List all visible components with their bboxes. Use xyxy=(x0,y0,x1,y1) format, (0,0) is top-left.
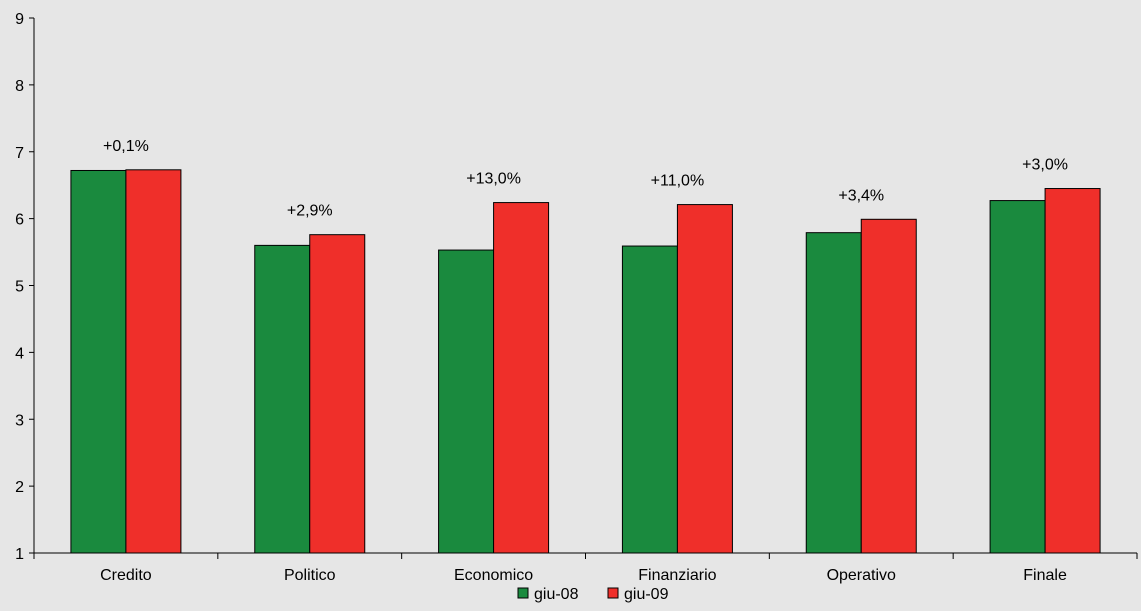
bar-giu-09-finanziario xyxy=(676,204,733,554)
bar-giu-09-economico xyxy=(493,202,550,554)
change-annotation: +13,0% xyxy=(466,171,521,188)
y-tick-label: 9 xyxy=(15,11,24,28)
bar-giu-08-finale xyxy=(989,200,1046,554)
x-tick-label: Politico xyxy=(284,567,336,584)
bar-giu-09-politico xyxy=(309,234,366,554)
y-tick-label: 3 xyxy=(15,412,24,429)
y-tick-label: 6 xyxy=(15,212,24,229)
legend-swatch xyxy=(517,587,529,599)
bar-giu-09-operativo xyxy=(860,218,917,554)
bar-giu-08-politico xyxy=(254,244,311,554)
change-annotation: +3,0% xyxy=(1022,157,1068,174)
legend-swatch xyxy=(607,587,619,599)
y-tick-label: 8 xyxy=(15,78,24,95)
legend-label: giu-08 xyxy=(534,586,579,603)
x-tick-label: Finanziario xyxy=(638,567,716,584)
change-annotation: +2,9% xyxy=(287,203,333,220)
bar-giu-09-finale xyxy=(1044,188,1101,554)
legend-label: giu-09 xyxy=(624,586,669,603)
change-annotation: +0,1% xyxy=(103,138,149,155)
x-tick-label: Economico xyxy=(454,567,533,584)
y-tick-label: 7 xyxy=(15,145,24,162)
bar-giu-08-credito xyxy=(70,169,127,554)
y-tick-label: 2 xyxy=(15,479,24,496)
bar-giu-08-finanziario xyxy=(621,245,678,554)
y-tick-label: 5 xyxy=(15,279,24,296)
bar-giu-08-economico xyxy=(438,249,495,554)
x-tick-label: Finale xyxy=(1023,567,1067,584)
x-tick-label: Operativo xyxy=(827,567,896,584)
change-annotation: +11,0% xyxy=(651,173,705,190)
y-tick-label: 1 xyxy=(15,546,24,563)
y-tick-label: 4 xyxy=(15,345,24,362)
bar-giu-08-operativo xyxy=(805,232,862,554)
x-tick-label: Credito xyxy=(100,567,152,584)
change-annotation: +3,4% xyxy=(838,187,884,204)
bar-giu-09-credito xyxy=(125,169,182,554)
